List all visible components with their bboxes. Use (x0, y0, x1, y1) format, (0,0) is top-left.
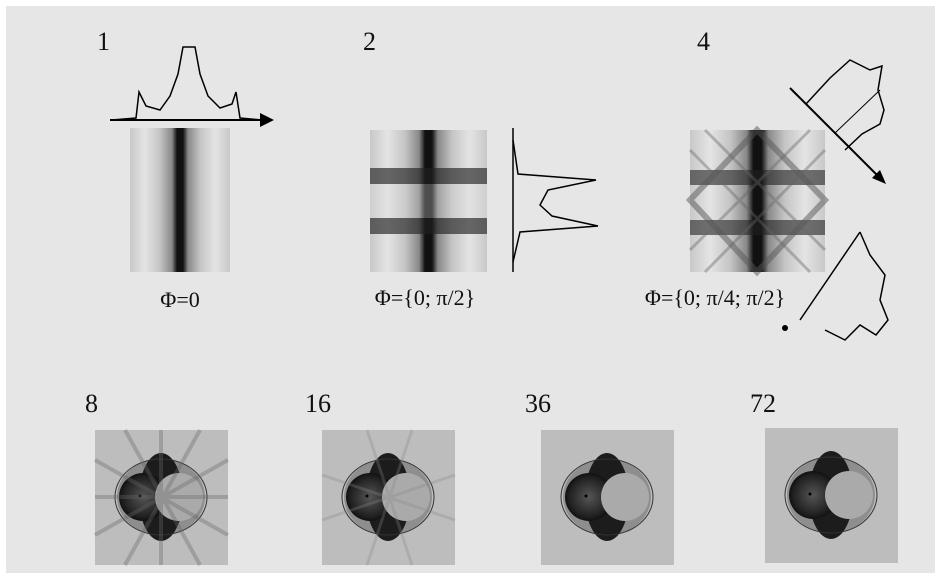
projection-image (370, 130, 487, 272)
panel-label: 1 (97, 27, 110, 56)
panel-label: 8 (85, 389, 98, 418)
caption: Φ={0; π/4; π/2} (645, 285, 785, 310)
reconstruction-image (95, 430, 228, 565)
caption: Φ={0; π/2} (375, 285, 475, 310)
projection-image (690, 130, 825, 272)
caption: Φ=0 (160, 287, 200, 312)
panel-label: 36 (525, 389, 551, 418)
panel-label: 4 (697, 27, 710, 56)
panel-label: 16 (305, 389, 331, 418)
panel-label: 72 (750, 389, 776, 418)
reconstruction-image (765, 428, 898, 563)
panel-label: 2 (363, 27, 376, 56)
reconstruction-image (322, 430, 455, 565)
reconstruction-image (541, 430, 674, 565)
projection-image (130, 128, 230, 272)
figure: 1 2 4 Φ=0 Φ={0; π/2} Φ={0; π/4; π/2} 8 1… (0, 0, 941, 579)
